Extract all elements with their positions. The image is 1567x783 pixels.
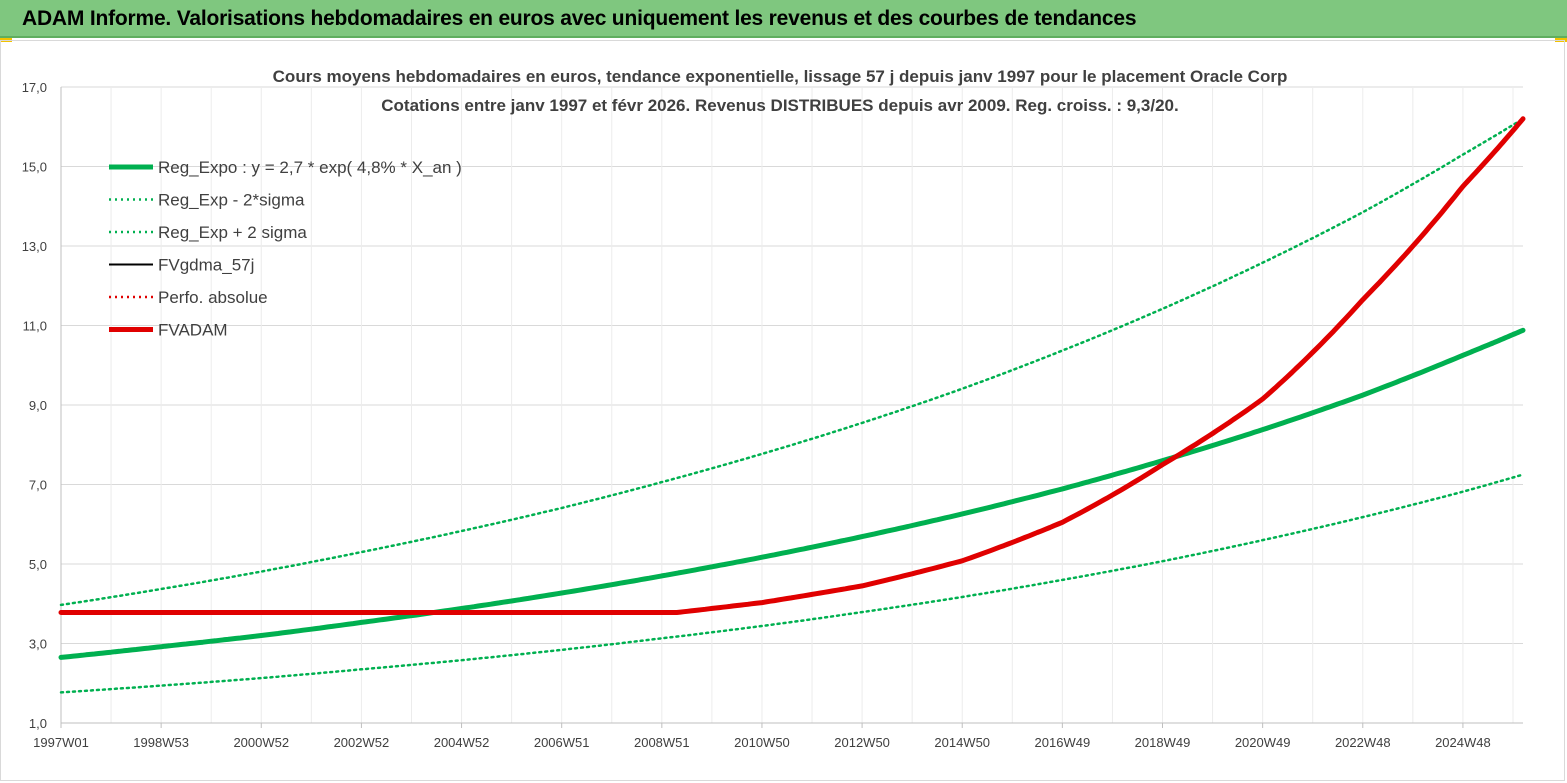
legend: Reg_Expo : y = 2,7 * exp( 4,8% * X_an ) R… [109,158,462,340]
x-tick-label: 2006W51 [534,735,590,750]
x-tick-label: 2022W48 [1335,735,1391,750]
y-tick-label: 11,0 [23,319,47,334]
series-line-1 [58,327,1526,660]
x-tick-label: 2024W48 [1435,735,1491,750]
y-tick-label: 1,0 [29,716,47,731]
y-tick-label: 9,0 [29,398,47,413]
x-tick-label: 1998W53 [133,735,189,750]
x-tick-label: 2012W50 [834,735,890,750]
chart-title-line-2: Cotations entre janv 1997 et févr 2026. … [381,96,1178,115]
page-title: ADAM Informe. Valorisations hebdomadaire… [22,7,1137,30]
legend-label-2: Reg_Exp - 2*sigma [158,191,305,210]
x-tick-label: 2010W50 [734,735,790,750]
legend-label-3: Reg_Exp + 2 sigma [158,223,307,242]
x-tick-label: 2000W52 [233,735,289,750]
y-tick-label: 5,0 [29,557,47,572]
x-tick-label: 2020W49 [1235,735,1291,750]
y-tick-label: 3,0 [29,637,47,652]
y-tick-label: 17,0 [22,80,47,95]
x-tick-label: 2008W51 [634,735,690,750]
y-tick-label: 13,0 [22,239,47,254]
grid-lines [60,86,1523,724]
series-lines [58,116,1526,694]
legend-label-1: Reg_Expo : y = 2,7 * exp( 4,8% * X_an ) [158,158,462,177]
x-tick-label: 2018W49 [1135,735,1191,750]
series-line-3 [59,117,1525,607]
legend-label-6: FVADAM [158,321,228,340]
series-line-2 [59,473,1525,694]
header-banner: ADAM Informe. Valorisations hebdomadaire… [0,0,1567,38]
axes: 1,0 3,0 5,0 7,0 9,0 11,0 13,0 15,0 17,0 1997W01 19… [22,80,1523,750]
series-line-6 [58,116,1526,615]
legend-label-5: Perfo. absolue [158,288,268,307]
legend-label-4: FVgdma_57j [158,256,254,275]
y-tick-label: 15,0 [22,160,47,175]
x-tick-label: 2014W50 [934,735,990,750]
y-tick-label: 7,0 [29,478,47,493]
chart-svg: 1,0 3,0 5,0 7,0 9,0 11,0 13,0 15,0 17,0 1997W01 19… [22,67,1526,750]
x-tick-label: 1997W01 [33,735,89,750]
x-tick-label: 2004W52 [434,735,490,750]
chart-title-line-1: Cours moyens hebdomadaires en euros, ten… [273,67,1288,86]
x-tick-label: 2016W49 [1035,735,1091,750]
x-tick-label: 2002W52 [334,735,390,750]
chart-area: 1,0 3,0 5,0 7,0 9,0 11,0 13,0 15,0 17,0 1997W01 19… [0,40,1565,781]
